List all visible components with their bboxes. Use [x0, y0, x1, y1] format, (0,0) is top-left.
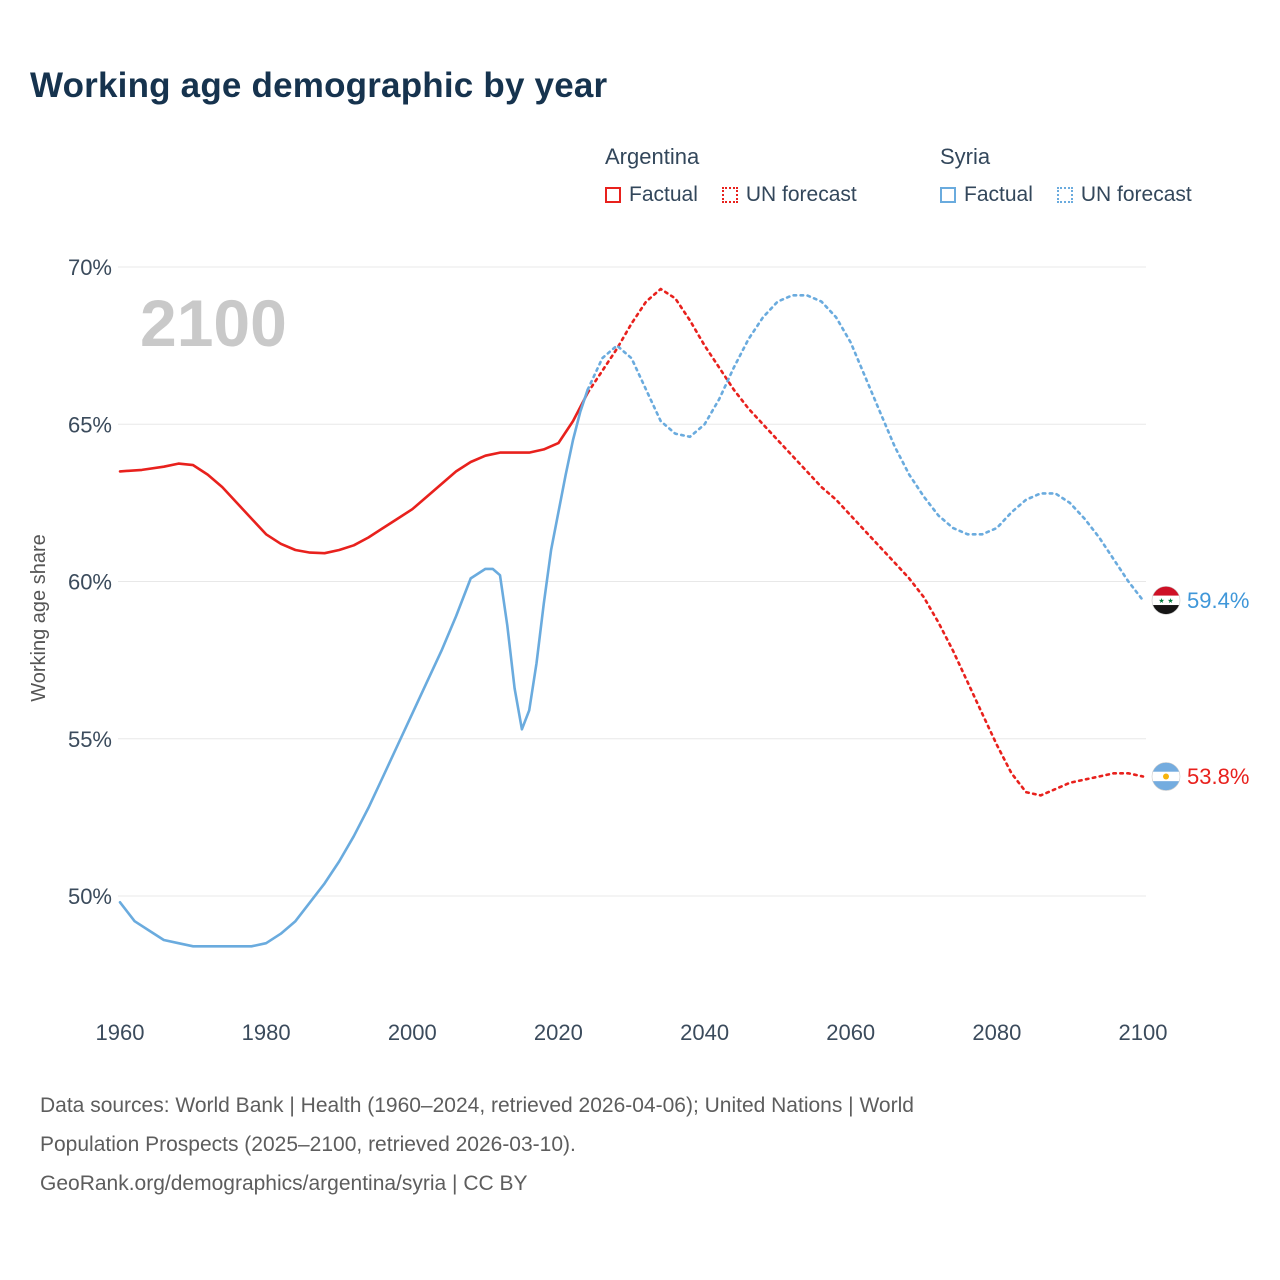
footer-attribution-line: GeoRank.org/demographics/argentina/syria…	[40, 1172, 528, 1195]
legend-country-argentina: Argentina	[605, 144, 700, 169]
legend-item-label: Factual	[964, 183, 1033, 206]
y-tick-label: 70%	[68, 255, 112, 280]
legend-swatch-dotted-icon	[721, 187, 738, 203]
footer-line-2: Population Prospects (2025–2100, retriev…	[40, 1133, 576, 1156]
legend-item-label: Factual	[629, 183, 698, 206]
y-axis-label: Working age share	[28, 534, 50, 702]
x-tick-label: 1960	[96, 1020, 145, 1045]
x-tick-label: 2040	[680, 1020, 729, 1045]
y-tick-label: 65%	[68, 412, 112, 437]
data-sources-footer: Data sources: World Bank | Health (1960–…	[40, 1086, 914, 1203]
argentina-flag-icon	[1152, 762, 1180, 791]
y-tick-label: 55%	[68, 727, 112, 752]
legend-swatch-dotted-icon	[1056, 187, 1073, 203]
chart-title: Working age demographic by year	[30, 66, 608, 105]
legend-items-argentina: Factual UN forecast	[605, 183, 940, 207]
legend-group-syria: Syria Factual UN forecast	[940, 144, 1275, 207]
x-tick-label: 2080	[972, 1020, 1021, 1045]
x-tick-label: 1980	[242, 1020, 291, 1045]
flag-ring	[1151, 586, 1181, 615]
syria-flag-icon: ★ ★	[1152, 586, 1180, 615]
y-tick-label: 60%	[68, 570, 112, 595]
syria-factual-line	[118, 388, 589, 948]
svg-text:★: ★	[1158, 597, 1164, 605]
x-tick-label: 2020	[534, 1020, 583, 1045]
legend-item-argentina-forecast[interactable]: UN forecast	[721, 183, 857, 207]
y-tick-label: 50%	[68, 884, 112, 909]
watermark-year: 2100	[140, 286, 287, 360]
legend-items-syria: Factual UN forecast	[940, 183, 1275, 207]
end-value-label-syria: 59.4%	[1187, 588, 1249, 613]
legend-item-label: UN forecast	[745, 183, 857, 206]
legend-item-label: UN forecast	[1080, 183, 1192, 206]
syria-un-forecast-line	[586, 294, 1145, 602]
legend-country-syria: Syria	[940, 144, 991, 169]
argentina-un-forecast-line	[586, 287, 1145, 797]
flag-ring	[1151, 762, 1181, 791]
argentina-factual-line	[118, 391, 589, 555]
x-tick-label: 2000	[388, 1020, 437, 1045]
end-value-label-argentina: 53.8%	[1187, 764, 1249, 789]
legend-item-argentina-factual[interactable]: Factual	[605, 183, 698, 207]
legend-item-syria-factual[interactable]: Factual	[940, 183, 1033, 207]
x-tick-label: 2100	[1119, 1020, 1168, 1045]
legend-swatch-solid-icon	[605, 187, 621, 203]
svg-text:★: ★	[1167, 597, 1173, 605]
legend-swatch-solid-icon	[940, 187, 956, 203]
chart-canvas: 50% 55% 60% 65% 70% 1960 1980 2000 2020 2040 2060 2…	[28, 255, 1249, 1045]
legend-group-argentina: Argentina Factual UN forecast	[605, 144, 940, 207]
x-tick-label: 2060	[826, 1020, 875, 1045]
footer-line-1: Data sources: World Bank | Health (1960–…	[40, 1094, 914, 1117]
legend-item-syria-forecast[interactable]: UN forecast	[1056, 183, 1192, 207]
chart-legend: Argentina Factual UN forecast Syria Fact…	[605, 144, 1275, 207]
